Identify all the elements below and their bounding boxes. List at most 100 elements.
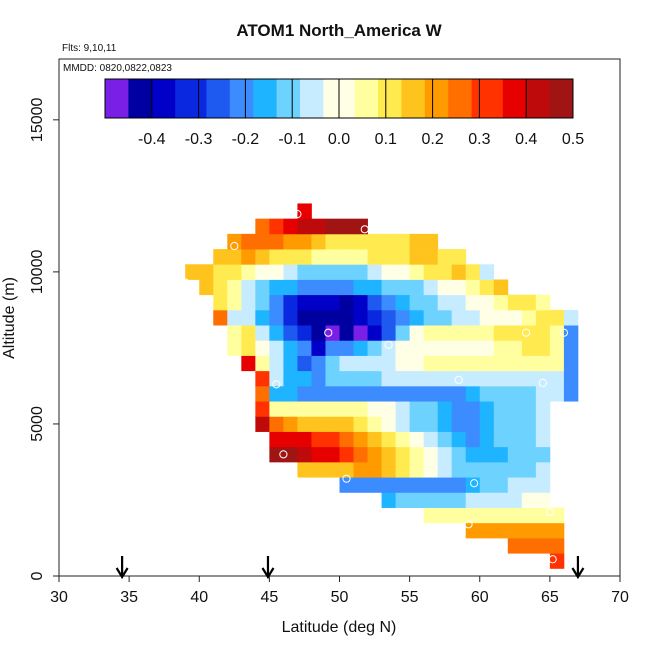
heatmap-cell — [353, 249, 368, 265]
arrow-marker-head — [261, 567, 275, 580]
heatmap-cell — [353, 431, 368, 448]
heatmap-cell — [493, 325, 509, 341]
heatmap-cell — [311, 233, 326, 250]
colorbar-segment — [471, 79, 480, 118]
heatmap-cell — [479, 309, 495, 326]
heatmap-cell — [479, 461, 495, 478]
colorbar-tick-label: 0.5 — [562, 131, 584, 148]
heatmap-cell — [437, 492, 453, 508]
heatmap-cell — [409, 461, 425, 478]
heatmap-cell — [521, 294, 537, 311]
heatmap-cell — [479, 340, 495, 356]
heatmap-cell — [549, 385, 565, 402]
sample-point-marker — [545, 508, 554, 517]
heatmap-cell — [507, 401, 523, 417]
heatmap-cell — [451, 264, 467, 280]
heatmap-cell — [535, 416, 551, 432]
heatmap-cell — [297, 264, 312, 280]
sample-point-marker — [470, 479, 479, 488]
colorbar-segment — [479, 79, 488, 118]
colorbar-segment — [245, 79, 254, 118]
heatmap-cell — [507, 477, 523, 493]
heatmap-cell — [325, 385, 340, 402]
heatmap-cell — [367, 416, 382, 432]
heatmap-cell — [297, 401, 312, 417]
heatmap-cell — [255, 340, 270, 356]
heatmap-cell — [269, 401, 284, 417]
heatmap-cell — [367, 340, 382, 356]
heatmap-cell — [269, 294, 284, 311]
heatmap-cell — [311, 309, 326, 326]
heatmap-cell — [521, 340, 537, 356]
heatmap-cell — [353, 370, 368, 387]
heatmap-cell — [549, 553, 565, 569]
heatmap-cell — [535, 431, 551, 448]
heatmap-cell — [297, 431, 312, 448]
heatmap-cell — [255, 233, 270, 250]
colorbar-segment — [120, 79, 129, 118]
heatmap-cell — [437, 309, 453, 326]
heatmap-cell — [409, 355, 425, 372]
heatmap-cell — [521, 507, 537, 524]
heatmap-cell — [325, 279, 340, 296]
heatmap-cell — [381, 477, 396, 493]
heatmap-cell — [395, 249, 411, 265]
colorbar-segment — [175, 79, 184, 118]
heatmap-cell — [521, 355, 537, 372]
heatmap-cell — [339, 461, 354, 478]
heatmap-cell — [353, 264, 368, 280]
arrow-marker-head — [571, 567, 585, 580]
heatmap-cell — [353, 477, 368, 493]
flights-label: Flts: 9,10,11 — [62, 43, 117, 54]
heatmap-cell — [521, 492, 537, 508]
colorbar-tick-label: 0.1 — [375, 131, 397, 148]
colorbar-segment — [136, 79, 145, 118]
colorbar-segment — [557, 79, 566, 118]
colorbar-tick-label: 0.3 — [468, 131, 490, 148]
heatmap-cell — [395, 385, 411, 402]
heatmap-cell — [437, 401, 453, 417]
heatmap-cell — [353, 233, 368, 250]
heatmap-cell — [381, 492, 396, 508]
colorbar-segment — [362, 79, 371, 118]
heatmap-cell — [283, 218, 298, 235]
heatmap-cell — [479, 355, 495, 372]
heatmap-cell — [521, 401, 537, 417]
heatmap-cell — [297, 233, 312, 250]
heatmap-cell — [423, 507, 439, 524]
heatmap-cell — [493, 492, 509, 508]
heatmap-cell — [423, 279, 439, 296]
colorbar-segment — [378, 79, 387, 118]
heatmap-cell — [535, 537, 551, 554]
heatmap-cell — [269, 249, 284, 265]
heatmap-cell — [339, 340, 354, 356]
heatmap-cell — [563, 355, 579, 372]
heatmap-cell — [479, 401, 495, 417]
heatmap-cell — [465, 461, 481, 478]
heatmap-cell — [255, 325, 270, 341]
heatmap-cell — [479, 477, 495, 493]
heatmap-cell — [479, 279, 495, 296]
heatmap-cell — [507, 507, 523, 524]
y-tick-label: 5000 — [29, 406, 46, 442]
heatmap-cell — [367, 325, 382, 341]
colorbar-segment — [151, 79, 161, 118]
heatmap-cell — [535, 340, 551, 356]
heatmap-cell — [493, 355, 509, 372]
heatmap-cell — [381, 309, 396, 326]
heatmap-cell — [353, 218, 368, 235]
heatmap-cell — [451, 249, 467, 265]
heatmap-cell — [465, 385, 481, 402]
heatmap-cell — [563, 370, 579, 387]
heatmap-cell — [381, 325, 396, 341]
heatmap-cell — [367, 309, 382, 326]
heatmap-cell — [437, 446, 453, 463]
colorbar-tick-label: 0.2 — [421, 131, 443, 148]
heatmap-cell — [185, 264, 200, 280]
heatmap-cell — [395, 370, 411, 387]
colorbar-segment — [292, 79, 301, 118]
x-tick-label: 55 — [401, 589, 419, 606]
heatmap-cell — [227, 325, 242, 341]
heatmap-cell — [507, 385, 523, 402]
heatmap-cell — [255, 279, 270, 296]
